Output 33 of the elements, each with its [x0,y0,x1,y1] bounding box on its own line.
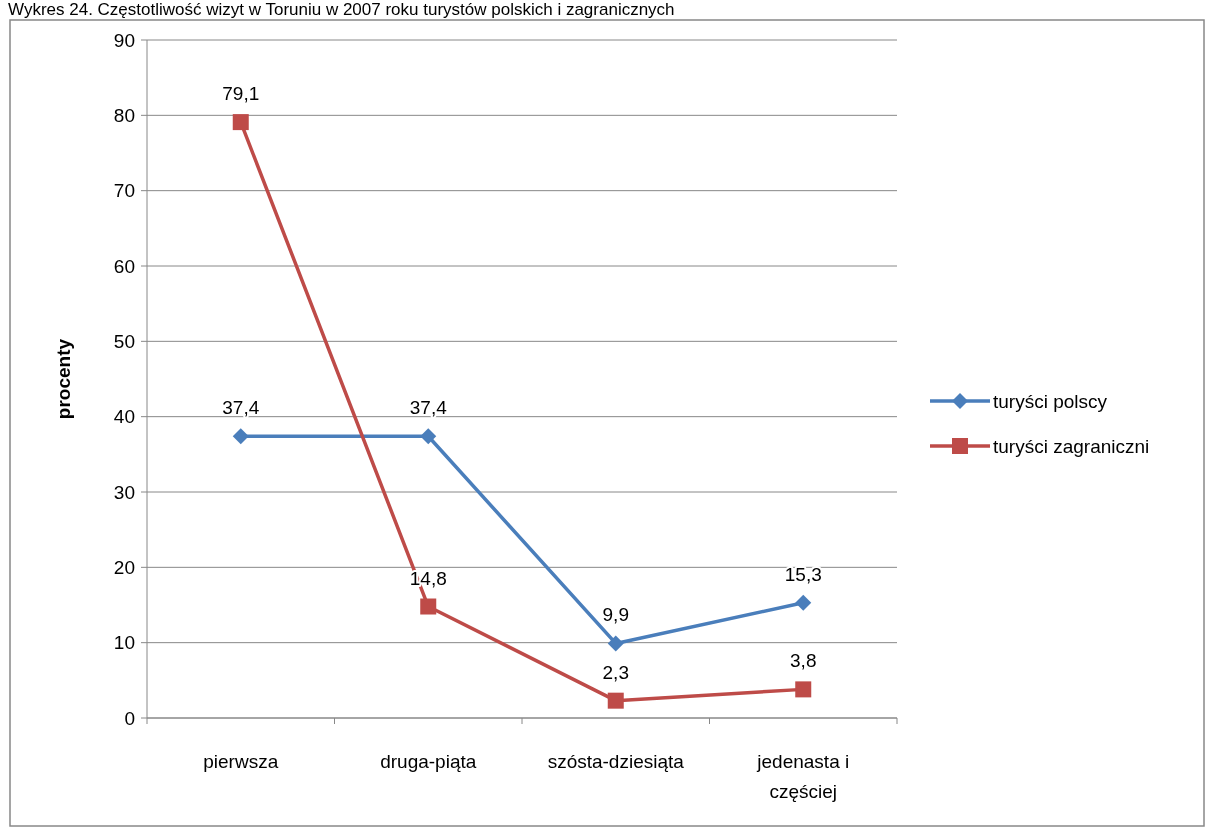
y-tick-label: 90 [113,29,135,51]
y-tick-label: 30 [113,481,135,503]
x-tick-label: pierwsza [203,751,279,772]
point [420,598,437,615]
y-axis-title: procenty [53,338,74,420]
point [607,692,624,709]
y-tick-label: 40 [113,406,135,428]
point [232,114,249,131]
y-tick-label: 70 [113,180,135,202]
y-tick-label: 10 [113,632,135,654]
chart-title: Wykres 24. Częstotliwość wizyt w Toruniu w 2007 roku turystów polskich i zagranicznych [8,0,675,19]
data-label: 3,8 [790,650,817,672]
data-label: 9,9 [602,604,629,626]
point [795,681,812,698]
point [795,594,812,611]
y-tick-label: 80 [113,104,135,126]
data-label: 2,3 [602,661,629,683]
data-label: 37,4 [222,397,260,419]
y-tick-label: 50 [113,330,135,352]
point [607,635,624,652]
data-label: 15,3 [784,563,822,585]
y-tick-label: 0 [124,707,135,729]
y-tick-label: 20 [113,556,135,578]
legend-label: turyści zagraniczni [993,435,1150,457]
y-tick-label: 60 [113,255,135,277]
x-tick-label: druga-piąta [380,751,477,772]
x-tick-label: szósta-dziesiąta [547,751,685,772]
legend-label: turyści polscy [993,390,1108,412]
data-label: 79,1 [222,83,260,105]
x-tick-label: jedenasta i częściej [756,751,850,802]
point [232,428,249,445]
point [420,428,437,445]
data-label: 37,4 [409,397,448,419]
